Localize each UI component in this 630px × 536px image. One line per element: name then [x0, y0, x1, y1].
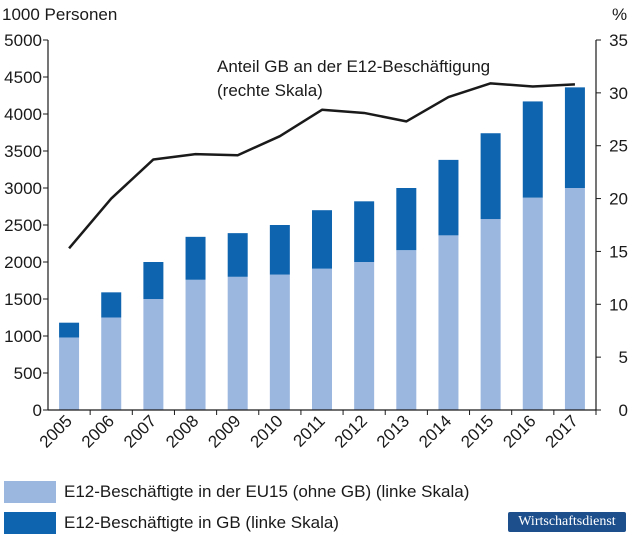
bar-gb [438, 159, 459, 236]
x-tick-label: 2013 [373, 411, 413, 451]
x-tick-label: 2016 [499, 411, 539, 451]
right-tick-label: 0 [619, 401, 628, 420]
bar-eu15 [312, 268, 332, 410]
right-tick-label: 10 [609, 295, 628, 314]
legend-label-gb: E12-Beschäftigte in GB (linke Skala) [64, 513, 339, 532]
legend-swatch-eu15 [4, 481, 56, 503]
left-tick-label: 4500 [4, 68, 42, 87]
x-tick-label: 2015 [457, 411, 497, 451]
bar-eu15 [564, 188, 585, 410]
left-tick-label: 500 [14, 364, 42, 383]
right-tick-label: 5 [619, 348, 628, 367]
legend-label-eu15: E12-Beschäftigte in der EU15 (ohne GB) (… [64, 482, 470, 501]
bar-gb [522, 101, 543, 198]
left-tick-label: 1500 [4, 290, 42, 309]
left-axis-title: 1000 Personen [2, 5, 117, 24]
left-tick-label: 4000 [4, 105, 42, 124]
bar-gb [354, 201, 375, 262]
bar-gb [101, 292, 122, 318]
bar-gb [312, 210, 332, 269]
bar-eu15 [480, 219, 501, 410]
legend-swatch-gb [4, 512, 56, 534]
bar-gb [185, 236, 206, 280]
left-tick-label: 1000 [4, 327, 42, 346]
bar-eu15 [101, 317, 122, 410]
left-tick-label: 2000 [4, 253, 42, 272]
bar-gb [269, 225, 290, 275]
share-gb-line [68, 82, 575, 250]
x-tick-label: 2017 [542, 411, 582, 451]
bar-gb [396, 188, 417, 251]
right-tick-label: 15 [609, 242, 628, 261]
right-tick-label: 30 [609, 84, 628, 103]
bar-eu15 [269, 274, 290, 410]
x-tick-label: 2009 [204, 411, 244, 451]
brand-logo: Wirtschaftsdienst [508, 512, 626, 532]
bar-eu15 [143, 299, 164, 410]
left-tick-label: 2500 [4, 216, 42, 235]
line-annotation-1: Anteil GB an der E12-Beschäftigung [217, 57, 490, 76]
line-annotation-2: (rechte Skala) [217, 81, 323, 100]
bar-eu15 [227, 276, 248, 410]
bar-eu15 [354, 262, 375, 410]
right-axis-title: % [612, 5, 627, 24]
x-tick-label: 2011 [290, 411, 329, 450]
chart: 1000 Personen % 0 500 1000 1500 2000 2500 3000… [2, 5, 628, 452]
left-tick-label: 0 [33, 401, 42, 420]
bar-gb [227, 233, 248, 277]
bar-eu15 [438, 235, 459, 410]
bar-eu15 [185, 279, 206, 410]
legend-item-eu15: E12-Beschäftigte in der EU15 (ohne GB) (… [4, 479, 544, 505]
left-tick-label: 3000 [4, 179, 42, 198]
bar-gb [480, 133, 501, 220]
x-tick-label: 2010 [246, 411, 286, 451]
bar-gb [564, 87, 585, 188]
x-tick-label: 2006 [78, 411, 118, 451]
bar-gb [143, 262, 164, 299]
left-tick-label: 5000 [4, 31, 42, 50]
x-tick-label: 2007 [120, 411, 160, 451]
bar-eu15 [396, 250, 417, 410]
x-tick-label: 2012 [331, 411, 371, 451]
right-tick-label: 20 [609, 190, 628, 209]
right-tick-label: 35 [609, 31, 628, 50]
left-tick-label: 3500 [4, 142, 42, 161]
bar-gb [59, 322, 80, 338]
bar-eu15 [59, 337, 80, 410]
x-tick-label: 2014 [415, 411, 455, 451]
right-tick-label: 25 [609, 137, 628, 156]
x-tick-label: 2008 [162, 411, 202, 451]
legend-item-gb: E12-Beschäftigte in GB (linke Skala) [4, 510, 544, 536]
bar-eu15 [522, 197, 543, 410]
